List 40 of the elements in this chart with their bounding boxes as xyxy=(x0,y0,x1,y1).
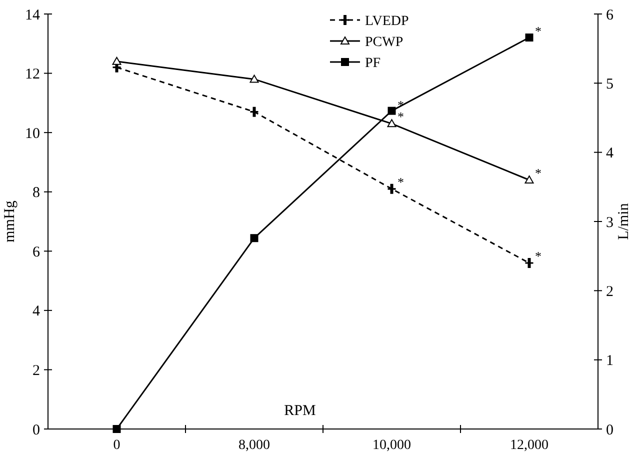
y-axis-title: mmHg xyxy=(2,200,18,242)
y-tick-label: 10 xyxy=(25,126,40,142)
annotation: * xyxy=(535,166,542,181)
y-tick-label: 4 xyxy=(32,304,40,320)
y2-tick-label: 4 xyxy=(606,146,614,162)
x-axis-title: RPM xyxy=(284,403,316,419)
y2-tick-label: 2 xyxy=(606,284,614,300)
x-tick-label: 0 xyxy=(113,438,120,453)
annotation: * xyxy=(398,174,404,190)
legend-label: PF xyxy=(365,56,381,71)
point xyxy=(388,106,396,115)
y2-tick-label: 3 xyxy=(606,214,614,231)
legend-label: PCWP xyxy=(365,34,404,50)
y2-tick-label: 6 xyxy=(606,7,614,24)
y2-tick-label: 5 xyxy=(606,76,614,92)
x-tick-label: 10,000 xyxy=(372,438,411,453)
point xyxy=(525,258,534,268)
point xyxy=(112,56,122,65)
point xyxy=(524,176,534,184)
point xyxy=(250,106,258,117)
point xyxy=(387,119,396,128)
y-tick-label: 8 xyxy=(32,185,40,202)
y-tick-label: 12 xyxy=(25,66,40,83)
y-tick-label: 0 xyxy=(32,422,40,438)
x-tick-label: 8,000 xyxy=(238,438,270,453)
y2-tick-label: 0 xyxy=(606,422,614,438)
annotation: * xyxy=(535,248,542,264)
point xyxy=(112,425,121,433)
point xyxy=(250,234,258,242)
legend-label: LVEDP xyxy=(365,14,410,29)
y-tick-label: 6 xyxy=(32,244,40,260)
y-tick-label: 2 xyxy=(32,362,40,379)
y-tick-label: 14 xyxy=(25,7,40,24)
y2-tick-label: 1 xyxy=(606,353,614,370)
y2-axis-title: L/min xyxy=(616,202,632,240)
point xyxy=(250,74,259,83)
point xyxy=(388,184,396,194)
annotation: * xyxy=(535,23,542,38)
x-tick-label: 12,000 xyxy=(510,438,548,453)
point xyxy=(525,34,534,42)
